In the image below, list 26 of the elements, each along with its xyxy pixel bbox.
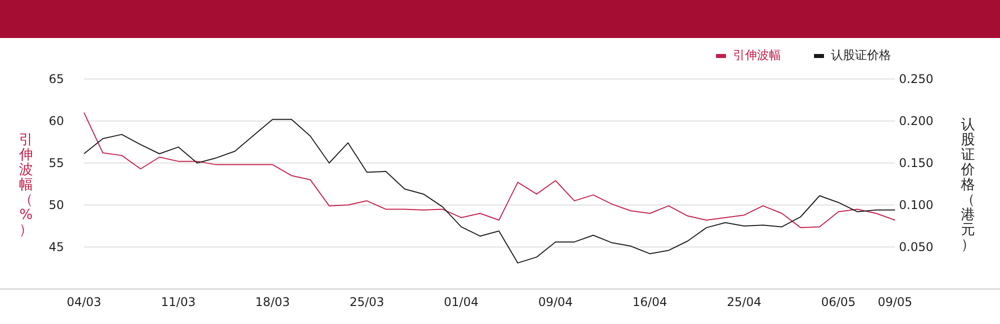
text: 认股证价格（港元）	[961, 117, 975, 253]
y-tick-label: 50	[48, 198, 64, 212]
y2-tick-label: 0.100	[899, 198, 934, 212]
x-tick-label: 01/04	[444, 295, 479, 309]
legend-label: 认股证价格	[831, 48, 891, 62]
y-axis-title: 引伸波幅（%）	[18, 132, 33, 238]
x-tick-label: 09/05	[878, 295, 912, 309]
y2-tick-label: 0.150	[899, 156, 934, 170]
x-tick-label: 09/04	[538, 295, 573, 309]
y-tick-label: 65	[48, 72, 64, 86]
y2-tick-label: 0.050	[899, 240, 934, 254]
x-tick-label: 11/03	[161, 295, 196, 309]
x-tick-label: 16/04	[632, 295, 668, 309]
x-tick-label: 25/03	[350, 295, 384, 309]
line-series	[84, 118, 896, 264]
y-tick-label: 55	[48, 156, 64, 170]
y-tick-label: 45	[48, 240, 64, 254]
y-tick-label: 60	[48, 114, 64, 128]
line-series	[84, 112, 896, 228]
x-tick-label: 06/05	[821, 295, 856, 309]
y2-tick-label: 0.200	[899, 114, 934, 128]
x-tick-label: 04/03	[66, 295, 102, 309]
legend-label: 引伸波幅	[733, 48, 781, 62]
x-tick-label: 25/04	[726, 295, 762, 309]
x-tick-label: 18/03	[255, 295, 290, 309]
y2-tick-label: 0.250	[899, 72, 934, 86]
